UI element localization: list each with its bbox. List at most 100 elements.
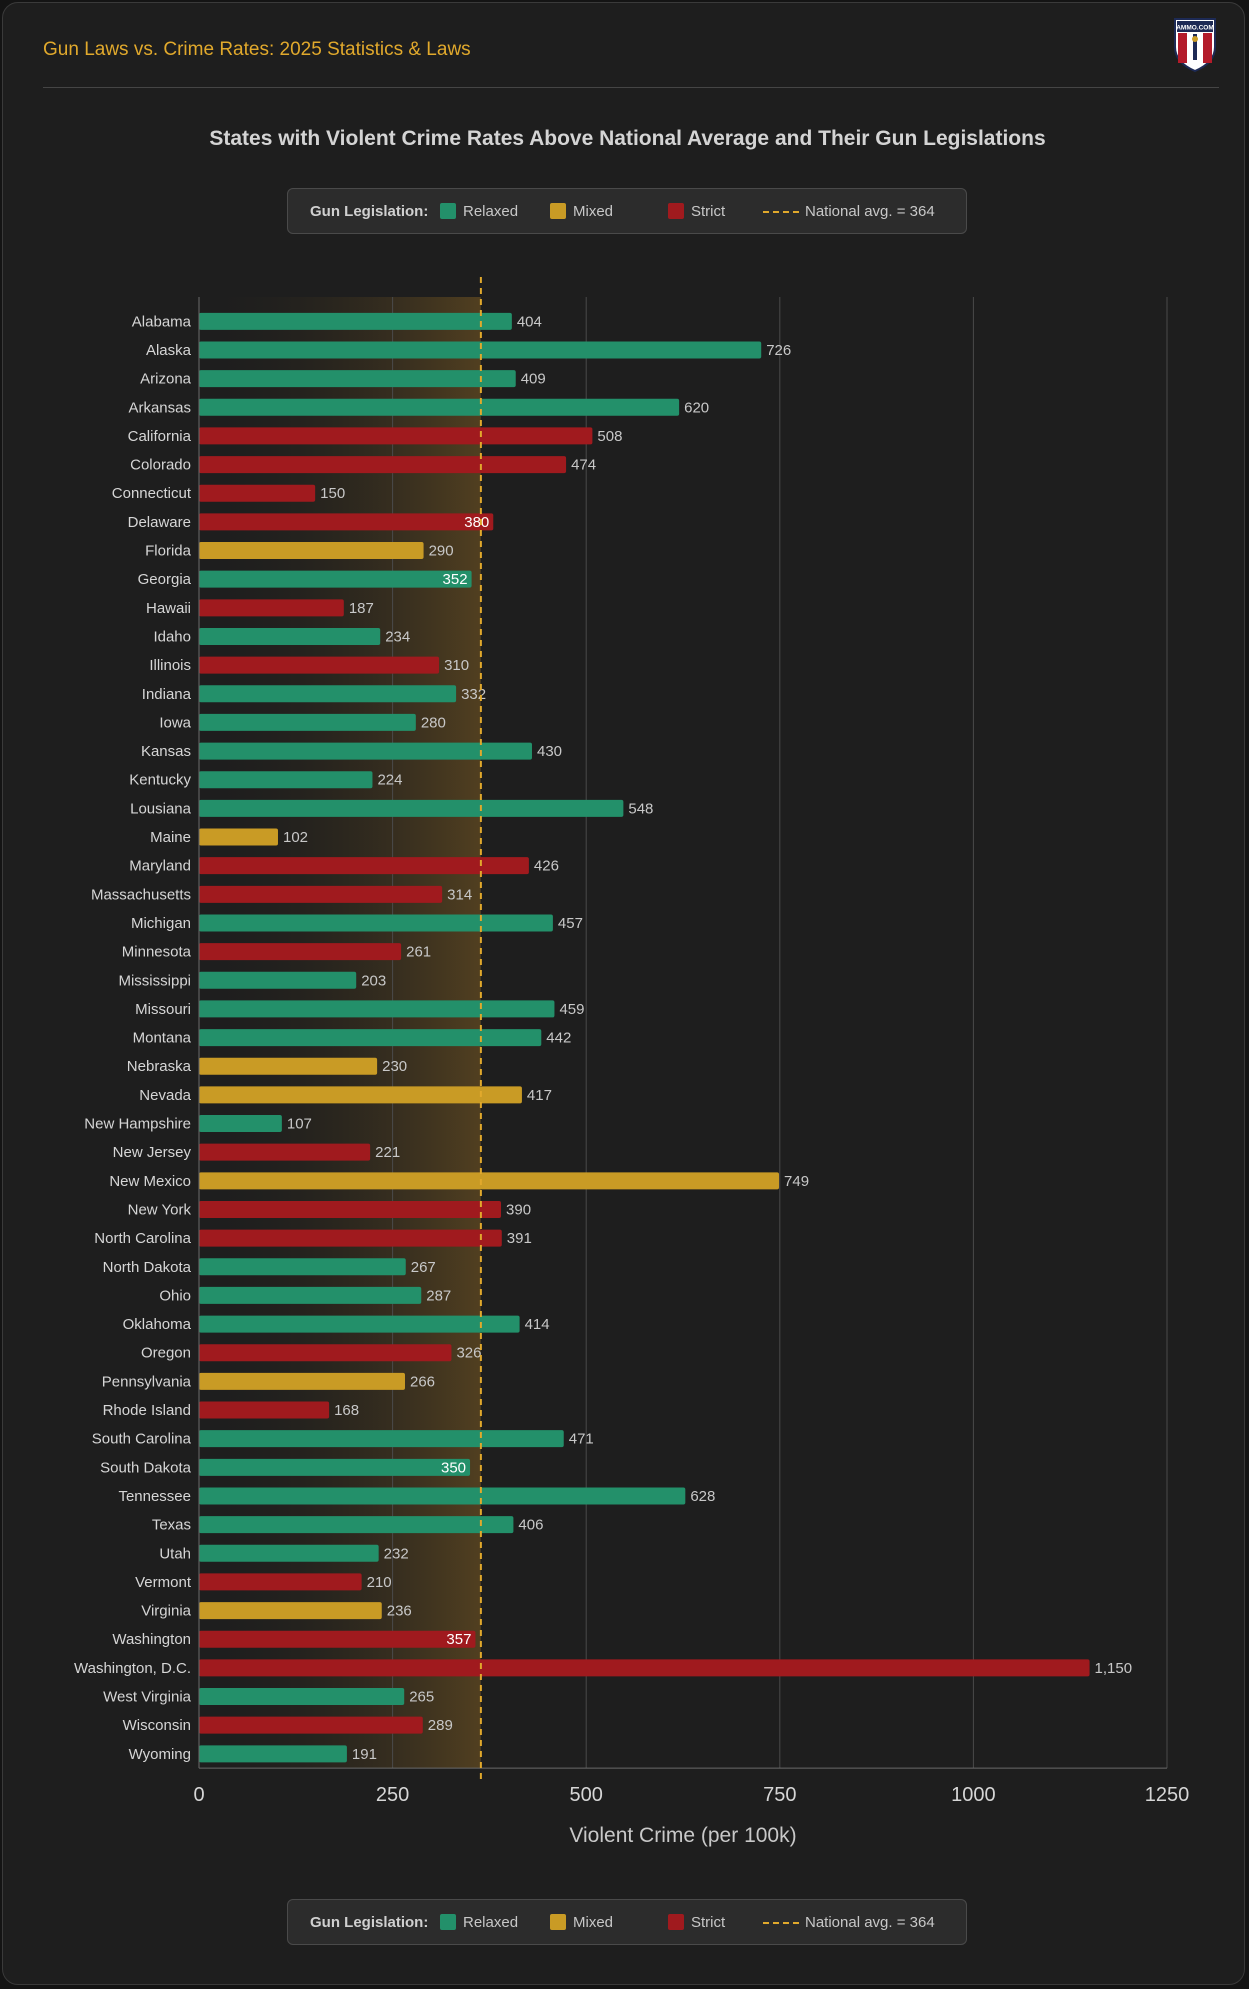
bar[interactable]	[199, 1315, 520, 1333]
bar[interactable]	[199, 742, 532, 760]
bar[interactable]	[199, 656, 440, 674]
bar[interactable]	[199, 427, 593, 445]
data-label: 102	[283, 829, 308, 846]
data-label: 409	[521, 371, 546, 388]
legend-label-relaxed[interactable]: Relaxed	[463, 203, 519, 220]
data-label: 459	[559, 1001, 584, 1018]
data-label: 457	[558, 915, 583, 932]
category-label: Florida	[145, 543, 192, 560]
bar[interactable]	[199, 599, 344, 617]
bar[interactable]	[199, 685, 457, 703]
legend-label-strict[interactable]: Strict	[691, 203, 726, 220]
bar[interactable]	[199, 1688, 405, 1706]
category-label: North Dakota	[103, 1259, 192, 1276]
category-label: Michigan	[131, 915, 191, 932]
bar[interactable]	[199, 370, 516, 388]
bar[interactable]	[199, 1544, 379, 1562]
ammo-logo[interactable]: AMMO.COM	[1172, 17, 1218, 73]
bar[interactable]	[199, 1573, 362, 1591]
bar[interactable]	[199, 1716, 423, 1734]
bar[interactable]	[199, 1602, 382, 1620]
bar[interactable]	[199, 627, 381, 645]
data-label: 508	[597, 428, 622, 445]
legend-label-relaxed[interactable]: Relaxed	[463, 1914, 519, 1931]
bar[interactable]	[199, 1057, 378, 1075]
bar[interactable]	[199, 1029, 542, 1047]
bar[interactable]	[199, 1286, 422, 1304]
category-label: Georgia	[138, 571, 192, 588]
data-label: 107	[287, 1116, 312, 1133]
bar[interactable]	[199, 1200, 502, 1218]
bar[interactable]	[199, 484, 316, 502]
bar[interactable]	[199, 1000, 555, 1018]
bar[interactable]	[199, 713, 416, 731]
category-label: Illinois	[149, 657, 191, 674]
bar[interactable]	[199, 1659, 1090, 1677]
bar[interactable]	[199, 1487, 686, 1505]
data-label: 1,150	[1095, 1660, 1133, 1677]
bar[interactable]	[199, 1258, 406, 1276]
bar[interactable]	[199, 799, 624, 817]
bar[interactable]	[199, 1458, 471, 1476]
data-label: 417	[527, 1087, 552, 1104]
bar[interactable]	[199, 1516, 514, 1534]
bar[interactable]	[199, 312, 512, 330]
legend-swatch-relaxed	[440, 203, 456, 219]
legend-label-avg[interactable]: National avg. = 364	[805, 203, 935, 220]
bar[interactable]	[199, 828, 278, 846]
bar[interactable]	[199, 1372, 405, 1390]
bar[interactable]	[199, 1229, 502, 1247]
bar[interactable]	[199, 341, 762, 359]
legend-label-mixed[interactable]: Mixed	[573, 203, 614, 220]
bar[interactable]	[199, 1143, 371, 1161]
category-label: Rhode Island	[103, 1402, 191, 1419]
legend-top: Gun Legislation: Relaxed Mixed Strict Na…	[287, 188, 967, 234]
x-tick-label: 500	[570, 1784, 603, 1806]
bar[interactable]	[199, 1172, 780, 1190]
bar[interactable]	[199, 570, 472, 588]
bar[interactable]	[199, 1630, 476, 1648]
bar[interactable]	[199, 456, 567, 474]
legend-label-strict[interactable]: Strict	[691, 1914, 726, 1931]
data-label: 266	[410, 1373, 435, 1390]
category-label: Vermont	[135, 1574, 192, 1591]
bar[interactable]	[199, 885, 443, 903]
page-title: Gun Laws vs. Crime Rates: 2025 Statistic…	[43, 39, 471, 60]
bar[interactable]	[199, 914, 553, 932]
bar[interactable]	[199, 1086, 522, 1104]
data-label: 230	[382, 1058, 407, 1075]
bar[interactable]	[199, 1344, 452, 1362]
data-label: 350	[441, 1459, 466, 1476]
category-label: South Carolina	[92, 1431, 192, 1448]
legend-bottom: Gun Legislation: Relaxed Mixed Strict Na…	[287, 1899, 967, 1945]
data-label: 203	[361, 972, 386, 989]
bar[interactable]	[199, 1430, 564, 1448]
legend-title: Gun Legislation:	[310, 203, 429, 220]
data-label: 357	[446, 1631, 471, 1648]
data-label: 310	[444, 657, 469, 674]
bar[interactable]	[199, 398, 680, 416]
data-label: 404	[517, 313, 542, 330]
data-label: 290	[429, 543, 454, 560]
data-label: 414	[525, 1316, 550, 1333]
legend-avg-line	[763, 211, 799, 213]
bar[interactable]	[199, 513, 494, 531]
legend-title: Gun Legislation:	[310, 1914, 429, 1931]
bar[interactable]	[199, 542, 424, 560]
category-label: Iowa	[159, 714, 191, 731]
logo-text: AMMO.COM	[1176, 25, 1214, 32]
legend-label-avg[interactable]: National avg. = 364	[805, 1914, 935, 1931]
category-label: Arizona	[140, 371, 192, 388]
category-label: Washington, D.C.	[74, 1660, 191, 1677]
bar[interactable]	[199, 1401, 330, 1419]
category-label: Nevada	[139, 1087, 191, 1104]
bar[interactable]	[199, 1115, 282, 1133]
bar[interactable]	[199, 771, 373, 789]
bar[interactable]	[199, 1745, 347, 1763]
bar[interactable]	[199, 971, 357, 989]
bar[interactable]	[199, 943, 402, 961]
legend-label-mixed[interactable]: Mixed	[573, 1914, 614, 1931]
category-label: New Hampshire	[84, 1116, 191, 1133]
bar[interactable]	[199, 857, 529, 875]
category-label: Alaska	[146, 342, 192, 359]
